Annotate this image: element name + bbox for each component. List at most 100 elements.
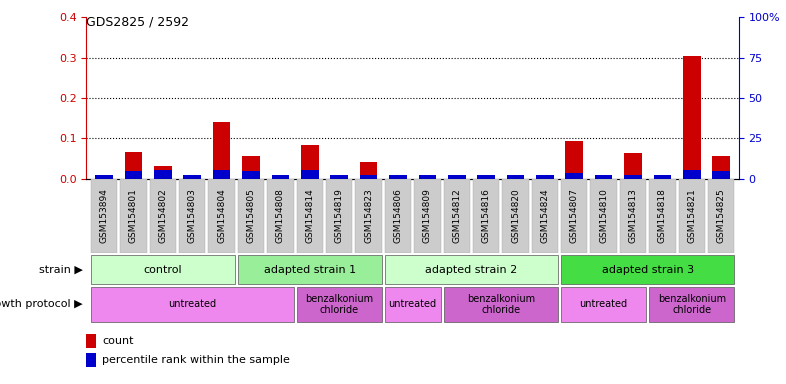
- FancyBboxPatch shape: [384, 255, 558, 285]
- Text: GSM154814: GSM154814: [305, 189, 314, 243]
- Bar: [213, 170, 230, 179]
- Bar: [565, 172, 583, 179]
- FancyBboxPatch shape: [384, 179, 411, 253]
- Text: GSM154806: GSM154806: [394, 189, 402, 243]
- Text: GSM154825: GSM154825: [717, 189, 725, 243]
- FancyBboxPatch shape: [384, 287, 441, 322]
- Bar: [683, 170, 700, 179]
- Text: GSM154802: GSM154802: [158, 189, 167, 243]
- Bar: [183, 175, 201, 179]
- Text: GSM154809: GSM154809: [423, 189, 432, 243]
- Bar: [448, 175, 465, 179]
- Bar: [683, 56, 700, 179]
- Bar: [242, 171, 260, 179]
- Bar: [712, 156, 730, 179]
- Text: GSM154819: GSM154819: [335, 189, 343, 243]
- Text: GSM154810: GSM154810: [599, 189, 608, 243]
- Bar: [536, 175, 553, 179]
- FancyBboxPatch shape: [179, 179, 205, 253]
- Bar: [654, 175, 671, 179]
- Text: untreated: untreated: [168, 299, 216, 310]
- Text: GSM154821: GSM154821: [687, 189, 696, 243]
- Text: GSM154816: GSM154816: [482, 189, 490, 243]
- Bar: [213, 122, 230, 179]
- Bar: [301, 145, 318, 179]
- Text: GSM154823: GSM154823: [364, 189, 373, 243]
- Bar: [183, 175, 201, 179]
- Text: adapted strain 3: adapted strain 3: [601, 265, 694, 275]
- Text: adapted strain 2: adapted strain 2: [425, 265, 517, 275]
- Bar: [95, 177, 113, 179]
- Text: GSM154804: GSM154804: [217, 189, 226, 243]
- Text: GSM154805: GSM154805: [247, 189, 255, 243]
- Bar: [654, 175, 671, 179]
- Bar: [330, 175, 348, 179]
- FancyBboxPatch shape: [296, 287, 382, 322]
- FancyBboxPatch shape: [238, 179, 264, 253]
- FancyBboxPatch shape: [326, 179, 352, 253]
- Text: percentile rank within the sample: percentile rank within the sample: [102, 355, 290, 365]
- Bar: [360, 162, 377, 179]
- Bar: [360, 175, 377, 179]
- FancyBboxPatch shape: [208, 179, 235, 253]
- FancyBboxPatch shape: [267, 179, 294, 253]
- Bar: [477, 175, 495, 179]
- FancyBboxPatch shape: [561, 287, 646, 322]
- Bar: [448, 175, 465, 179]
- Bar: [154, 167, 171, 179]
- Bar: [595, 175, 612, 179]
- Text: untreated: untreated: [579, 299, 628, 310]
- Bar: [418, 175, 436, 179]
- FancyBboxPatch shape: [91, 179, 117, 253]
- Bar: [624, 175, 642, 179]
- Bar: [389, 175, 407, 179]
- Text: GSM154801: GSM154801: [129, 189, 138, 243]
- Bar: [86, 334, 97, 348]
- FancyBboxPatch shape: [91, 287, 294, 322]
- FancyBboxPatch shape: [238, 255, 382, 285]
- FancyBboxPatch shape: [561, 179, 587, 253]
- Bar: [125, 171, 142, 179]
- Text: benzalkonium
chloride: benzalkonium chloride: [467, 293, 534, 315]
- Text: count: count: [102, 336, 134, 346]
- FancyBboxPatch shape: [120, 179, 147, 253]
- FancyBboxPatch shape: [149, 179, 176, 253]
- FancyBboxPatch shape: [473, 179, 499, 253]
- FancyBboxPatch shape: [502, 179, 529, 253]
- FancyBboxPatch shape: [561, 255, 734, 285]
- Text: GSM154807: GSM154807: [570, 189, 578, 243]
- Bar: [330, 175, 348, 179]
- Bar: [272, 175, 289, 179]
- Bar: [712, 171, 730, 179]
- Bar: [624, 153, 642, 179]
- Text: GSM153894: GSM153894: [100, 189, 108, 243]
- Text: GSM154803: GSM154803: [188, 189, 196, 243]
- FancyBboxPatch shape: [443, 179, 470, 253]
- Text: GSM154808: GSM154808: [276, 189, 285, 243]
- FancyBboxPatch shape: [296, 179, 323, 253]
- Text: GSM154820: GSM154820: [511, 189, 520, 243]
- Bar: [272, 175, 289, 179]
- FancyBboxPatch shape: [649, 179, 676, 253]
- FancyBboxPatch shape: [91, 255, 235, 285]
- Text: GDS2825 / 2592: GDS2825 / 2592: [86, 15, 189, 28]
- FancyBboxPatch shape: [678, 179, 705, 253]
- Text: control: control: [144, 265, 182, 275]
- Text: GSM154824: GSM154824: [541, 189, 549, 243]
- Bar: [301, 170, 318, 179]
- FancyBboxPatch shape: [590, 179, 617, 253]
- FancyBboxPatch shape: [531, 179, 558, 253]
- Bar: [125, 152, 142, 179]
- Bar: [507, 175, 524, 179]
- Text: untreated: untreated: [388, 299, 437, 310]
- Bar: [595, 175, 612, 179]
- Text: benzalkonium
chloride: benzalkonium chloride: [658, 293, 726, 315]
- Text: GSM154813: GSM154813: [629, 189, 637, 243]
- FancyBboxPatch shape: [355, 179, 382, 253]
- Bar: [389, 175, 407, 179]
- Bar: [95, 175, 113, 179]
- Bar: [536, 175, 553, 179]
- FancyBboxPatch shape: [708, 179, 734, 253]
- Bar: [477, 175, 495, 179]
- Text: growth protocol ▶: growth protocol ▶: [0, 299, 83, 310]
